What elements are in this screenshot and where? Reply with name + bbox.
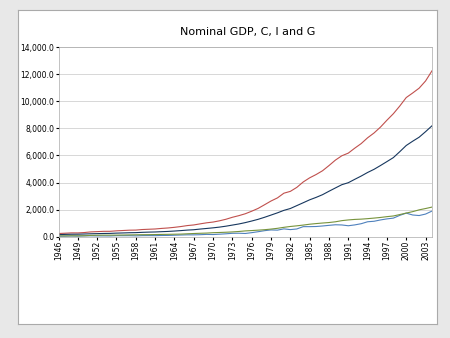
Nominal GDP: [326, 164, 332, 168]
Nominal Gov. Spend.: [249, 228, 254, 233]
Nominal Investment: [153, 234, 158, 238]
Nominal Consumption: [114, 231, 119, 235]
Nominal Consumption: [56, 233, 61, 237]
Line: Nominal Gov. Spend.: Nominal Gov. Spend.: [58, 207, 432, 236]
Nominal GDP: [249, 209, 254, 213]
Nominal Gov. Spend.: [114, 233, 119, 237]
Nominal Gov. Spend.: [326, 220, 332, 224]
Nominal Consumption: [69, 232, 74, 236]
Nominal Investment: [326, 223, 332, 227]
Nominal Investment: [69, 234, 74, 238]
Line: Nominal GDP: Nominal GDP: [58, 71, 432, 234]
Nominal Consumption: [429, 124, 435, 128]
Nominal Investment: [429, 209, 435, 213]
Nominal GDP: [56, 232, 61, 236]
Nominal Investment: [249, 231, 254, 235]
Line: Nominal Consumption: Nominal Consumption: [58, 126, 432, 235]
Nominal GDP: [114, 229, 119, 233]
Nominal Investment: [94, 234, 100, 238]
Nominal Investment: [114, 234, 119, 238]
Nominal GDP: [69, 231, 74, 235]
Nominal Consumption: [153, 230, 158, 234]
Nominal Gov. Spend.: [69, 234, 74, 238]
Nominal Gov. Spend.: [94, 233, 100, 237]
Line: Nominal Investment: Nominal Investment: [58, 211, 432, 236]
Nominal Consumption: [94, 232, 100, 236]
Nominal Gov. Spend.: [56, 234, 61, 238]
Nominal Gov. Spend.: [153, 233, 158, 237]
Text: Nominal GDP, C, I and G: Nominal GDP, C, I and G: [180, 27, 315, 37]
Nominal GDP: [429, 69, 435, 73]
Nominal GDP: [153, 227, 158, 231]
Nominal Investment: [56, 234, 61, 238]
Nominal Consumption: [249, 219, 254, 223]
Nominal Gov. Spend.: [429, 205, 435, 209]
Nominal Consumption: [326, 189, 332, 193]
Nominal GDP: [94, 230, 100, 234]
